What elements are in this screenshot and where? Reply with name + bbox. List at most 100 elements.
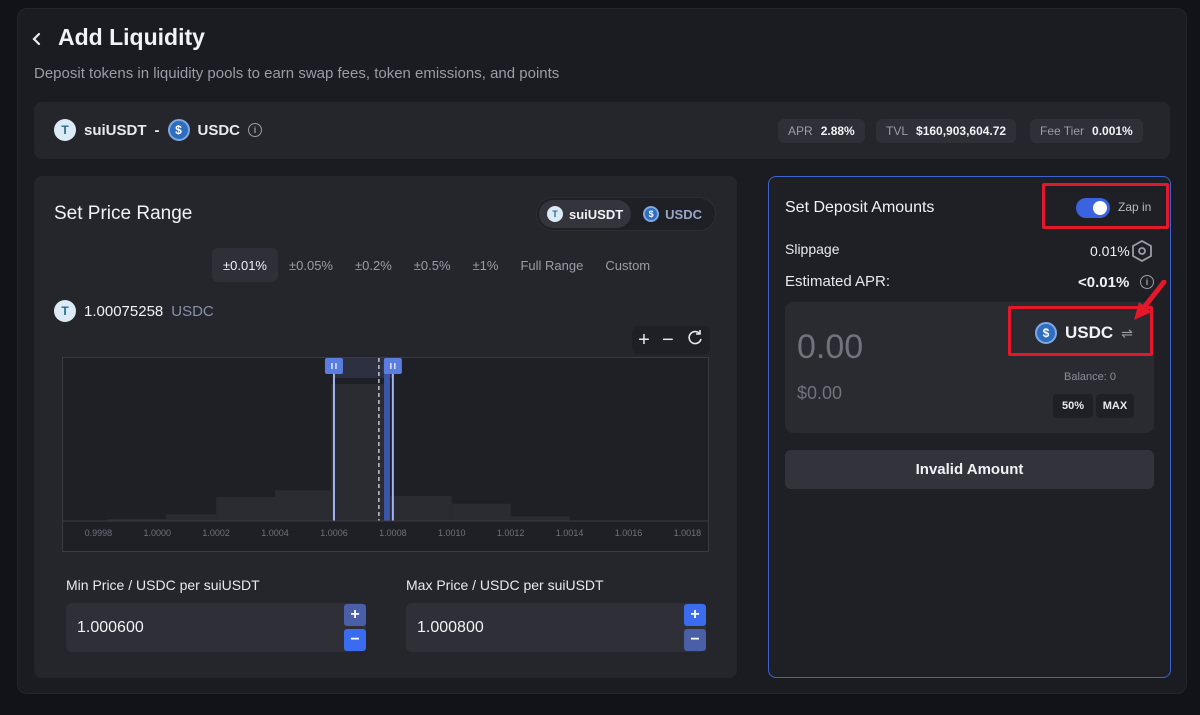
estimated-apr-value: <0.01% <box>1078 274 1130 291</box>
swap-arrows-icon[interactable]: ⇌ <box>1121 324 1133 341</box>
amount-input[interactable]: 0.00 <box>797 328 864 366</box>
range-liquidity-bar <box>384 360 390 521</box>
x-tick-label: 1.0014 <box>556 528 584 538</box>
slippage-value: 0.01% <box>1090 243 1130 259</box>
current-price-unit: USDC <box>171 302 214 320</box>
zoom-out-icon[interactable]: − <box>661 329 674 351</box>
max-price-increment-button[interactable]: + <box>684 604 706 626</box>
max-button[interactable]: MAX <box>1096 394 1134 418</box>
x-tick-label: 1.0018 <box>674 528 702 538</box>
range-presets: ±0.01% ±0.05% ±0.2% ±0.5% ±1% Full Range… <box>212 248 661 282</box>
deposit-title: Set Deposit Amounts <box>785 199 935 216</box>
estimated-apr-label: Estimated APR: <box>785 273 891 290</box>
refresh-icon[interactable] <box>686 329 704 351</box>
zoom-in-icon[interactable]: + <box>638 329 650 351</box>
balance-label: Balance: 0 <box>1064 371 1116 383</box>
liquidity-bar <box>510 516 570 521</box>
current-price-value: 1.00075258 <box>84 302 164 320</box>
liquidity-chart[interactable]: 0.9998 1.0000 1.0002 1.0004 1.0006 1.0008 1.00… <box>62 357 709 552</box>
liquidity-bar <box>275 490 332 521</box>
liquidity-bar <box>216 497 276 521</box>
apr-key: APR <box>788 124 813 138</box>
liquidity-bar <box>451 503 511 521</box>
usdt-token-icon: T <box>54 300 76 322</box>
back-chevron-icon[interactable] <box>30 26 48 52</box>
current-price: T 1.00075258 USDC <box>54 300 214 322</box>
toggle-suiusdt[interactable]: T suiUSDT <box>539 200 632 228</box>
page-title: Add Liquidity <box>58 24 205 50</box>
min-price-input[interactable]: 1.000600 <box>66 603 366 652</box>
range-preset[interactable]: ±0.01% <box>212 248 278 282</box>
range-preset[interactable]: Custom <box>605 257 651 273</box>
usdc-token-icon: $ <box>643 206 660 222</box>
range-top-band <box>333 358 393 378</box>
apr-value: 2.88% <box>820 124 855 138</box>
range-preset[interactable]: Full Range <box>520 257 584 273</box>
token-select-highlight-box <box>1008 306 1153 356</box>
range-preset[interactable]: ±0.05% <box>289 257 333 273</box>
price-range-title: Set Price Range <box>54 203 193 224</box>
info-icon[interactable]: i <box>248 123 263 137</box>
x-tick-label: 1.0008 <box>379 528 407 538</box>
usdc-token-icon: $ <box>167 119 190 141</box>
base-token-toggle: T suiUSDT $ USDC <box>536 197 716 231</box>
tvl-badge: TVL $160,903,604.72 <box>876 119 1017 143</box>
toggle-knob <box>1093 201 1107 215</box>
token-b-label: USDC <box>197 121 241 139</box>
liquidity-bar <box>389 496 452 521</box>
x-tick-label: 1.0004 <box>261 528 289 538</box>
pair-info: T suiUSDT - $ USDC i <box>54 119 263 141</box>
range-preset[interactable]: ±1% <box>472 257 499 273</box>
liquidity-bar <box>166 514 217 521</box>
tvl-value: $160,903,604.72 <box>916 124 1007 138</box>
min-price-increment-button[interactable]: + <box>344 604 366 626</box>
zap-highlight-box <box>1042 183 1169 229</box>
tvl-key: TVL <box>886 124 909 138</box>
usdt-token-icon: T <box>54 119 76 141</box>
token-select[interactable]: $ USDC ⇌ <box>1035 322 1133 344</box>
max-price-input[interactable]: 1.000800 <box>406 603 706 652</box>
apr-badge: APR 2.88% <box>778 119 865 143</box>
zap-in-label: Zap in <box>1118 200 1152 214</box>
zap-in-toggle[interactable] <box>1076 198 1110 218</box>
page-subtitle: Deposit tokens in liquidity pools to ear… <box>34 65 560 82</box>
toggle-usdc-label: USDC <box>665 206 703 222</box>
x-tick-label: 1.0006 <box>320 528 348 538</box>
slippage-label: Slippage <box>785 241 840 257</box>
zoom-controls: + − <box>632 326 710 354</box>
x-tick-label: 0.9998 <box>85 528 113 538</box>
amount-usd-value: $0.00 <box>797 383 843 403</box>
x-tick-label: 1.0016 <box>615 528 643 538</box>
max-price-label: Max Price / USDC per suiUSDT <box>406 577 604 593</box>
info-icon[interactable]: i <box>1140 275 1154 289</box>
pair-separator: - <box>154 121 160 139</box>
usdc-token-icon: $ <box>1035 322 1057 344</box>
token-select-label: USDC <box>1065 323 1114 342</box>
toggle-usdc[interactable]: $ USDC <box>635 200 710 228</box>
submit-button[interactable]: Invalid Amount <box>785 450 1154 489</box>
max-price-value: 1.000800 <box>417 618 484 636</box>
range-preset[interactable]: ±0.5% <box>413 257 451 273</box>
x-tick-label: 1.0010 <box>438 528 466 538</box>
range-preset[interactable]: ±0.2% <box>355 257 392 273</box>
x-tick-label: 1.0012 <box>497 528 525 538</box>
x-tick-label: 1.0000 <box>143 528 171 538</box>
liquidity-bar <box>107 519 167 521</box>
range-max-handle[interactable] <box>383 358 402 374</box>
fee-tier-key: Fee Tier <box>1040 124 1085 138</box>
settings-hexagon-icon[interactable] <box>1131 239 1153 267</box>
max-price-decrement-button[interactable]: − <box>684 629 706 651</box>
min-price-decrement-button[interactable]: − <box>344 629 366 651</box>
fifty-percent-button[interactable]: 50% <box>1053 394 1093 418</box>
min-price-value: 1.000600 <box>77 618 144 636</box>
liquidity-bar <box>331 383 385 521</box>
toggle-suiusdt-label: suiUSDT <box>569 206 624 222</box>
token-a-label: suiUSDT <box>84 121 147 139</box>
range-min-handle[interactable] <box>324 358 343 374</box>
min-price-label: Min Price / USDC per suiUSDT <box>66 577 260 593</box>
x-tick-label: 1.0002 <box>202 528 230 538</box>
fee-tier-value: 0.001% <box>1092 124 1133 138</box>
liquidity-chart-svg: 0.9998 1.0000 1.0002 1.0004 1.0006 1.0008 1.00… <box>63 358 708 538</box>
fee-tier-badge: Fee Tier 0.001% <box>1030 119 1143 143</box>
red-arrow-icon <box>1134 280 1167 320</box>
